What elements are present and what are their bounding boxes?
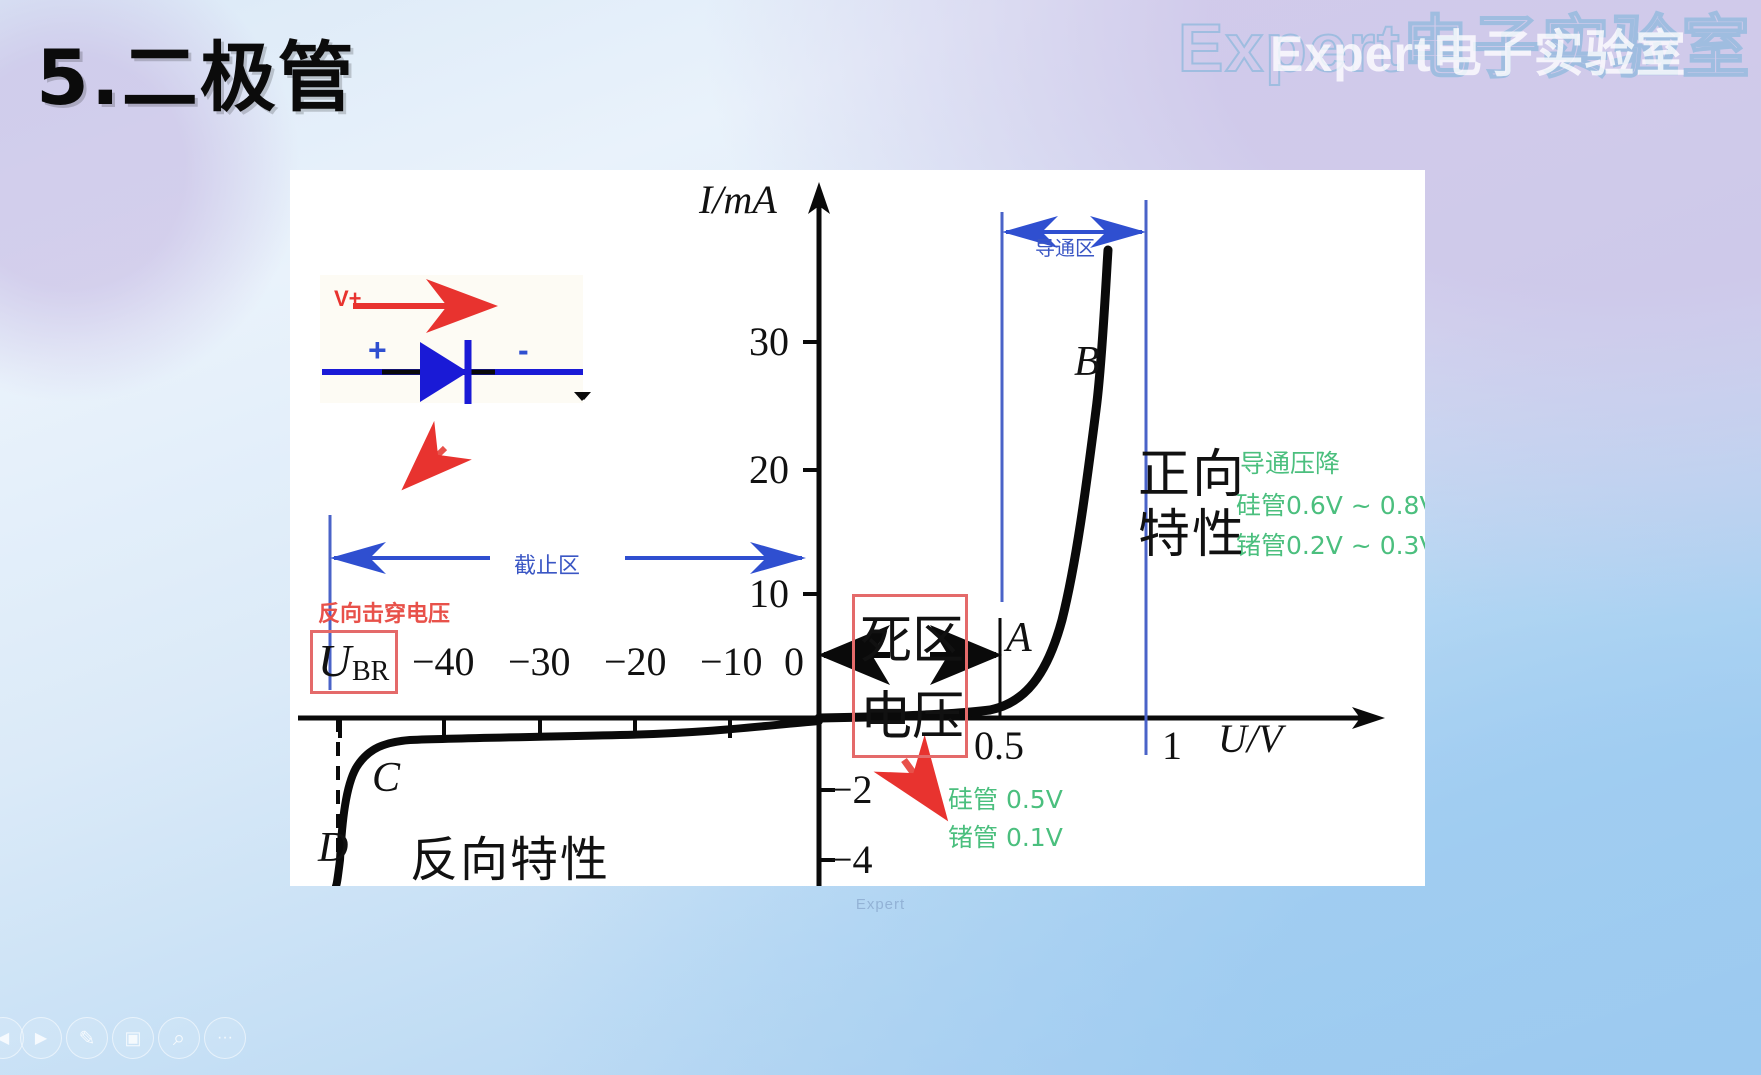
y-tick-30: 30: [749, 319, 789, 364]
inset-minus-label: -: [518, 332, 529, 368]
x-tick-neg30: −30: [508, 639, 571, 684]
forward-characteristic-label-line1: 正向: [1138, 445, 1247, 505]
player-toolbar: ◀ ▶ ✎ ▣ ⌕ ···: [0, 1011, 300, 1067]
more-icon: ···: [217, 1029, 233, 1046]
dead-zone-pointer-arrow: [873, 734, 949, 822]
search-button[interactable]: ⌕: [158, 1017, 200, 1059]
reverse-characteristic-label: 反向特性: [410, 832, 611, 886]
x-tick-1: 1: [1162, 723, 1182, 768]
x-tick-neg10: −10: [700, 639, 763, 684]
layout-icon: ▣: [124, 1027, 142, 1048]
dead-zone-label-line1: 死区: [860, 611, 965, 671]
breakdown-pointer-arrow: [401, 420, 472, 491]
prev-icon: ◀: [0, 1030, 10, 1047]
page-title: 5.二极管: [36, 33, 356, 122]
breakdown-voltage-subscript: BR: [352, 656, 390, 687]
play-button[interactable]: ▶: [20, 1017, 62, 1059]
y-tick-10: 10: [749, 571, 789, 616]
forward-characteristic-curve: [814, 245, 1113, 723]
y-tick-neg4: −4: [830, 837, 873, 882]
cutoff-region-label: 截止区: [514, 554, 581, 579]
inset-plus-label: +: [368, 332, 387, 368]
dead-zone-voltage-box: [852, 594, 968, 758]
breakdown-voltage-note: 反向击穿电压: [318, 602, 451, 627]
video-caption: Expert: [855, 896, 906, 913]
more-button[interactable]: ···: [204, 1017, 246, 1059]
breakdown-voltage-symbol: U: [318, 635, 352, 686]
conduction-region-label: 导通区: [1035, 236, 1095, 260]
diode-iv-curve-figure: V+ + - I/mA U/V 30 20 10 −2 −4 −40 −30 −…: [290, 170, 1425, 886]
search-icon: ⌕: [172, 1025, 186, 1050]
pen-button[interactable]: ✎: [66, 1017, 108, 1059]
watermark-solid: Expert电子实验室: [1270, 26, 1687, 82]
play-icon: ▶: [34, 1030, 48, 1047]
forward-characteristic-label-line2: 特性: [1138, 505, 1247, 565]
y-axis-label: I/mA: [699, 177, 777, 222]
chart-canvas: [298, 182, 1385, 886]
reverse-characteristic-curve: [332, 717, 823, 886]
x-tick-0p5: 0.5: [974, 723, 1024, 768]
dead-zone-silicon: 硅管 0.5V: [948, 785, 1063, 814]
forward-drop-silicon: 硅管0.6V ~ 0.8V: [1236, 491, 1425, 520]
curve-point-label-A: A: [1006, 615, 1032, 661]
breakdown-voltage-box: [310, 630, 398, 694]
curve-point-label-B: B: [1074, 339, 1100, 385]
x-tick-0: 0: [784, 639, 804, 684]
x-tick-neg40: −40: [412, 639, 475, 684]
curve-point-label-D: D: [318, 825, 349, 871]
y-tick-20: 20: [749, 447, 789, 492]
x-axis-label: U/V: [1218, 716, 1283, 761]
curve-point-label-C: C: [372, 755, 401, 801]
y-tick-neg2: −2: [830, 767, 873, 812]
layout-button[interactable]: ▣: [112, 1017, 154, 1059]
forward-drop-title: 导通压降: [1240, 449, 1341, 478]
dead-zone-label-line2: 电压: [860, 687, 965, 747]
pen-icon: ✎: [78, 1027, 96, 1050]
watermark-outline: Expert电子实验室: [1177, 9, 1752, 87]
forward-drop-germanium: 锗管0.2V ~ 0.3V: [1236, 531, 1425, 560]
inset-voltage-label: V+: [334, 286, 362, 311]
dead-zone-germanium: 锗管 0.1V: [948, 823, 1063, 852]
y-axis: [803, 182, 835, 886]
x-tick-neg20: −20: [604, 639, 667, 684]
